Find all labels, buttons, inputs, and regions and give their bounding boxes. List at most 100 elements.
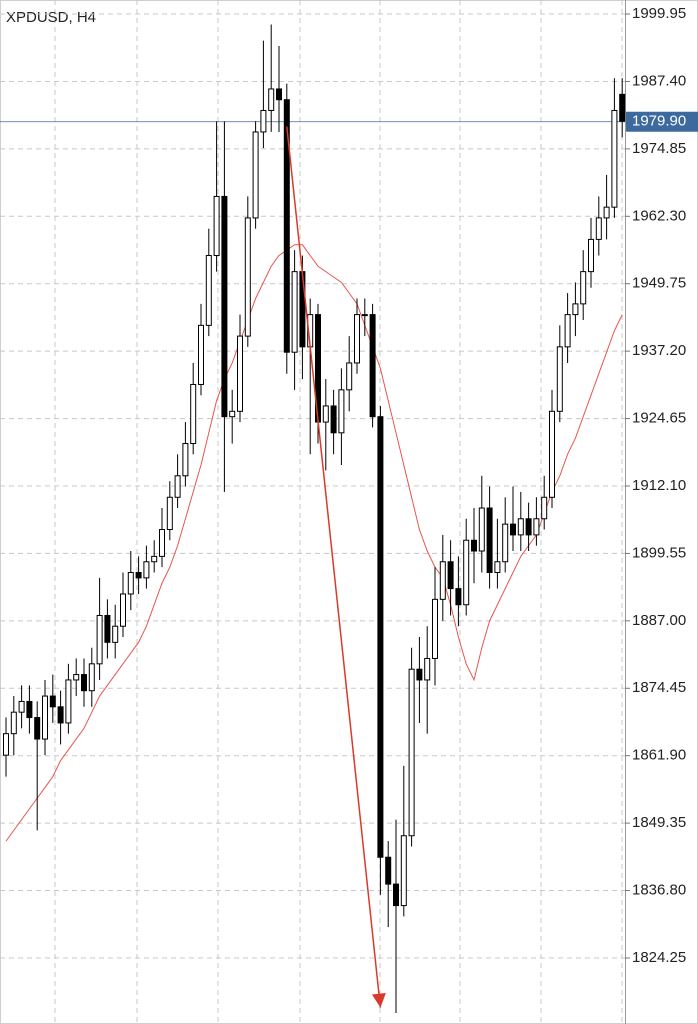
candle-body <box>205 255 212 326</box>
candle-body <box>595 217 602 240</box>
candle-body <box>564 314 571 348</box>
candle-body <box>213 195 220 257</box>
candle-body <box>65 679 72 724</box>
candle-body <box>237 335 243 412</box>
y-tick-label: 1836.80 <box>632 882 686 899</box>
candle-body <box>393 883 399 907</box>
candle-body <box>81 674 87 692</box>
candle-body <box>166 496 173 531</box>
candle-body <box>322 405 329 423</box>
candle-body <box>377 416 384 858</box>
candle-body <box>88 663 95 692</box>
y-tick-label: 1887.00 <box>632 612 686 629</box>
candle-body <box>57 706 64 724</box>
candle-body <box>541 496 548 520</box>
candle-body <box>369 314 376 418</box>
y-tick-label: 1962.30 <box>632 207 686 224</box>
candle-body <box>525 518 532 536</box>
y-tick-label: 1899.55 <box>632 544 686 561</box>
candle-body <box>73 674 80 681</box>
candle-body <box>556 346 563 412</box>
candle-body <box>330 405 337 434</box>
y-tick-label: 1861.90 <box>632 747 686 764</box>
candle-body <box>603 206 610 219</box>
candle-body <box>510 523 516 536</box>
candle-body <box>439 561 446 600</box>
candle-body <box>112 625 119 643</box>
candle-body <box>447 561 454 590</box>
candle-body <box>580 271 587 305</box>
candle-body <box>494 561 501 573</box>
candle-body <box>338 389 345 434</box>
candle-body <box>400 835 407 907</box>
candle-body <box>424 657 431 681</box>
candle-body <box>361 314 368 317</box>
candle-body <box>96 614 103 665</box>
y-tick-label: 1849.35 <box>632 814 686 831</box>
candle-body <box>408 668 415 837</box>
y-tick-label: 1937.20 <box>632 342 686 359</box>
candle-body <box>478 507 485 552</box>
candle-body <box>260 109 267 133</box>
candle-body <box>159 529 165 557</box>
y-tick-label: 1974.85 <box>632 140 686 157</box>
candle-body <box>174 475 181 498</box>
y-tick-label: 1949.75 <box>632 275 686 292</box>
candle-body <box>276 88 282 101</box>
y-tick-label: 1987.40 <box>632 72 686 89</box>
candle-body <box>463 539 470 606</box>
candle-body <box>151 555 158 563</box>
candle-body <box>354 314 360 364</box>
chart-title: XPDUSD, H4 <box>6 9 96 26</box>
candle-body <box>416 668 423 681</box>
candle-body <box>549 410 555 498</box>
candle-body <box>120 593 126 627</box>
candle-body <box>3 733 9 756</box>
candle-body <box>283 99 290 353</box>
candle-body <box>143 561 150 579</box>
candle-body <box>517 518 524 536</box>
candle-body <box>198 324 204 385</box>
y-tick-label: 1874.45 <box>632 679 686 696</box>
y-tick-label: 1999.95 <box>632 5 686 22</box>
candle-body <box>26 700 33 719</box>
candle-body <box>229 410 236 418</box>
candle-body <box>346 362 353 391</box>
candle-body <box>619 93 626 122</box>
candle-body <box>42 695 48 740</box>
current-price-label: 1979.90 <box>632 113 686 130</box>
candle-body <box>34 717 41 740</box>
candle-body <box>221 195 228 418</box>
candle-body <box>432 598 438 659</box>
candle-body <box>244 217 251 337</box>
candle-body <box>502 523 509 563</box>
candle-body <box>190 383 197 445</box>
current-price-box <box>626 111 698 132</box>
candle-body <box>533 518 540 536</box>
candle-body <box>10 711 17 735</box>
candle-body <box>252 131 259 219</box>
candle-body <box>127 571 134 595</box>
candle-body <box>18 700 25 713</box>
candle-body <box>104 614 111 643</box>
y-tick-label: 1824.25 <box>632 949 686 966</box>
candle-body <box>268 88 275 111</box>
candle-body <box>455 588 462 606</box>
candle-body <box>385 856 392 885</box>
candle-body <box>49 695 56 708</box>
moving-average-line <box>5 244 623 842</box>
y-tick-label: 1924.65 <box>632 410 686 427</box>
arrow-head <box>371 993 386 1008</box>
candle-body <box>182 443 189 477</box>
candle-body <box>572 303 579 316</box>
y-tick-label: 1912.10 <box>632 477 686 494</box>
candle-body <box>486 507 493 573</box>
candle-body <box>471 539 477 552</box>
candle-body <box>588 238 594 273</box>
candle-body <box>291 271 298 353</box>
arrow-line <box>286 126 382 1008</box>
candle-body <box>611 109 618 208</box>
